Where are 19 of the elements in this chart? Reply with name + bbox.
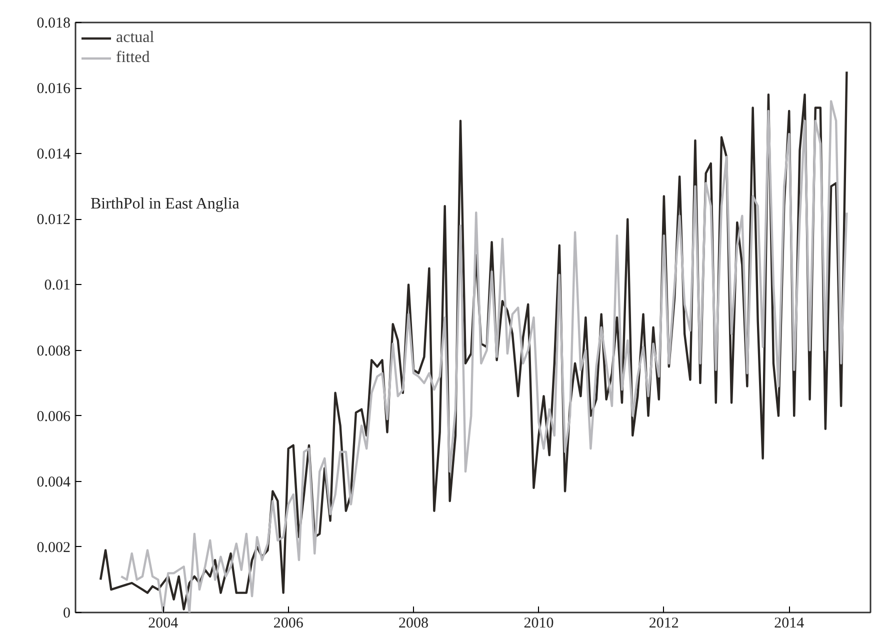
y-tick-label: 0 — [63, 606, 70, 622]
y-tick-label: 0.008 — [36, 343, 70, 360]
y-tick-label: 0.018 — [36, 16, 70, 32]
y-tick-label: 0.01 — [44, 278, 70, 294]
y-tick-label: 0.012 — [36, 212, 70, 228]
x-tick-label: 2006 — [273, 616, 304, 632]
y-tick-label: 0.006 — [36, 408, 71, 425]
y-tick-label: 0.016 — [36, 81, 71, 98]
legend-label: actual — [116, 29, 154, 47]
y-tick-label: 0.002 — [36, 540, 70, 556]
x-tick-label: 2012 — [648, 616, 679, 632]
x-tick-label: 2004 — [148, 616, 179, 632]
annotation: BirthPol in East Anglia — [90, 196, 240, 212]
x-tick-label: 2010 — [524, 616, 554, 632]
x-tick-label: 2014 — [774, 616, 805, 632]
y-tick-label: 0.014 — [36, 146, 71, 163]
legend-label: fitted — [116, 49, 150, 67]
x-tick-label: 2008 — [398, 616, 429, 632]
y-tick-label: 0.004 — [36, 474, 71, 490]
